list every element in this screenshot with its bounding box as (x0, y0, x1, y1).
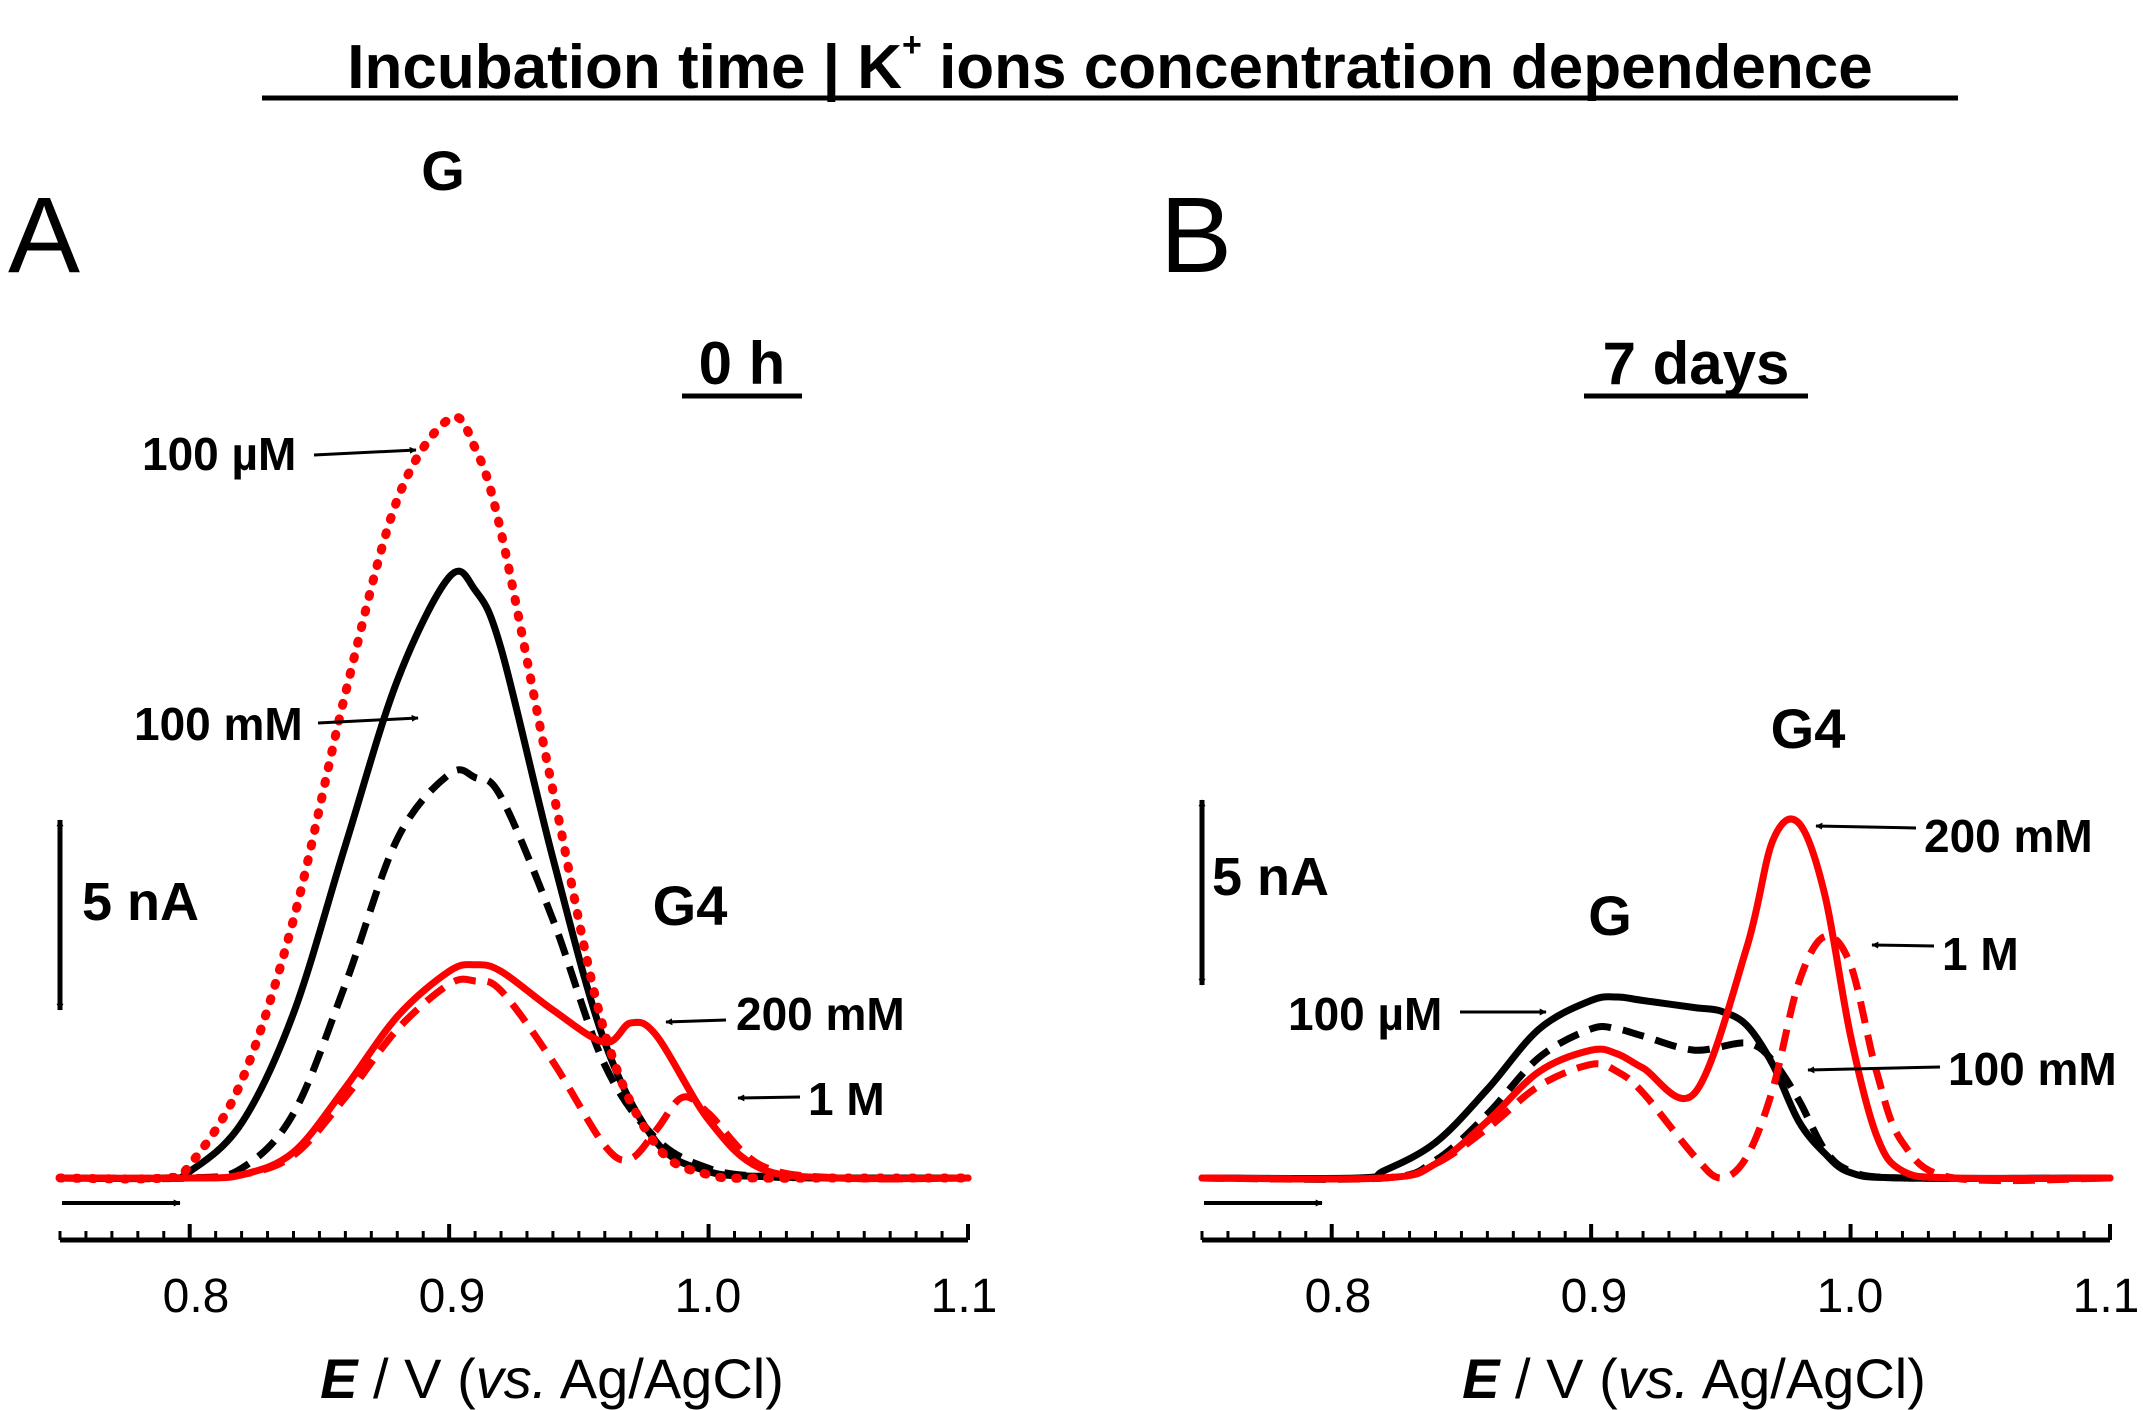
panel-b-letter: B (1160, 174, 1232, 295)
panel-a-tick-label-1: 0.9 (419, 1270, 486, 1323)
panel-a-x-ticks (58, 1224, 970, 1240)
panel-b-series-2-solid-line (1198, 815, 2114, 1183)
figure-title-rest: ions concentration dependence (922, 33, 1873, 102)
panel-a-series-4-dotted-line (55, 412, 973, 1184)
panel-b-annotation-1M: 1 M (1942, 928, 2019, 980)
panel-a-peak-label-g4: G4 (653, 874, 728, 937)
panel-a-x-axis-label-e: E (320, 1347, 359, 1410)
panel-b-annotation-200mM: 200 mM (1924, 810, 2093, 862)
panel-a-annotation-100uM: 100 µM (142, 428, 296, 480)
panel-a-series-1-dashed-line (59, 766, 969, 1183)
panel-b-x-axis-label: E / V (vs. Ag/AgCl) (1462, 1347, 1926, 1410)
panel-b-x-axis-label-end: Ag/AgCl) (1689, 1347, 1926, 1410)
panel-a-x-axis-label-mid: / V ( (358, 1347, 477, 1410)
panel-b-x-ticks (1200, 1224, 2112, 1240)
panel-a-annotation-100uM-arrow (313, 446, 417, 457)
panel-b-peak-label-g: G (1588, 884, 1632, 947)
panel-b-annotation-100mM: 100 mM (1948, 1043, 2117, 1095)
panel-a-scale-bar-label: 5 nA (82, 872, 199, 932)
panel-a-annotation-200mM-arrow (665, 1018, 727, 1026)
figure-title-main: Incubation time | K (347, 33, 902, 103)
panel-b-series-1-dashed-line (1201, 1023, 2111, 1183)
panel-a: A 0 h G G4 5 nA 0.8 0.9 1.0 1.1 E / V (v… (8, 139, 997, 1410)
panel-b-tick-label-0: 0.8 (1305, 1270, 1372, 1323)
panel-b-annotation-1M-arrow (1871, 941, 1935, 949)
panel-a-series-3-dashed-line (59, 975, 969, 1183)
panel-a-annotation-200mM: 200 mM (736, 988, 905, 1040)
panel-a-annotation-100mM-arrow (317, 714, 419, 725)
panel-b-series-layer (1198, 815, 2114, 1185)
figure-title-sup: + (902, 26, 922, 64)
panel-a-x-axis-label-vs: vs. (476, 1347, 548, 1410)
panel-a-peak-label-g: G (421, 139, 465, 202)
panel-b: B 7 days G G4 5 nA 0.8 0.9 1.0 1.1 E / V… (1160, 174, 2139, 1410)
panel-b-annotation-200mM-arrow (1815, 822, 1917, 830)
panel-b-annotation-100mM-arrow (1807, 1065, 1941, 1074)
panel-b-tick-label-2: 1.0 (1817, 1270, 1884, 1323)
panel-a-annotation-1M-arrow (737, 1094, 801, 1102)
panel-b-condition: 7 days (1603, 330, 1790, 397)
panel-a-tick-label-2: 1.0 (675, 1270, 742, 1323)
panel-a-letter: A (8, 174, 80, 295)
panel-b-x-axis-label-mid: / V ( (1500, 1347, 1619, 1410)
panel-a-tick-label-0: 0.8 (163, 1270, 230, 1323)
panel-b-x-axis-label-e: E (1462, 1347, 1501, 1410)
panel-b-tick-label-3: 1.1 (2073, 1270, 2140, 1323)
panel-b-tick-label-1: 0.9 (1561, 1270, 1628, 1323)
panel-a-tick-label-3: 1.1 (931, 1270, 998, 1323)
panel-b-series-3-dashed-line (1201, 932, 2111, 1185)
panel-a-x-axis-label-end: Ag/AgCl) (547, 1347, 784, 1410)
panel-b-annotation-100uM: 100 µM (1288, 988, 1442, 1040)
panel-a-condition: 0 h (699, 330, 786, 397)
panel-a-annotation-1M: 1 M (808, 1073, 885, 1125)
panel-a-x-axis-label: E / V (vs. Ag/AgCl) (320, 1347, 784, 1410)
panel-b-scale-bar-label: 5 nA (1212, 847, 1329, 907)
panel-b-x-axis-label-vs: vs. (1618, 1347, 1690, 1410)
figure-title: Incubation time | K+ ions concentration … (347, 26, 1872, 103)
panel-a-series-layer (55, 412, 973, 1184)
panel-b-peak-label-g4: G4 (1771, 697, 1846, 760)
panel-a-annotation-100mM: 100 mM (134, 698, 303, 750)
